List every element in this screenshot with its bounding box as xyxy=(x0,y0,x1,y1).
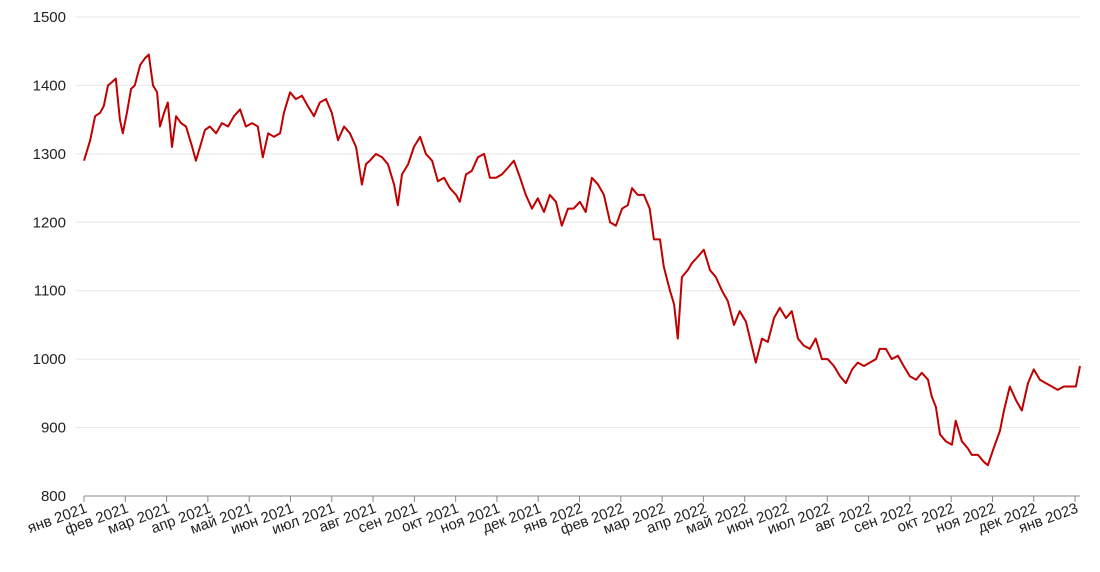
y-tick-label: 900 xyxy=(41,420,66,437)
y-tick-label: 1400 xyxy=(33,77,66,94)
y-tick-label: 1000 xyxy=(33,351,66,368)
y-tick-label: 800 xyxy=(41,488,66,505)
y-tick-label: 1100 xyxy=(34,283,66,300)
y-tick-label: 1200 xyxy=(33,214,66,231)
y-tick-label: 1500 xyxy=(33,9,66,26)
series-line xyxy=(83,53,1081,467)
y-tick-label: 1300 xyxy=(33,146,66,163)
